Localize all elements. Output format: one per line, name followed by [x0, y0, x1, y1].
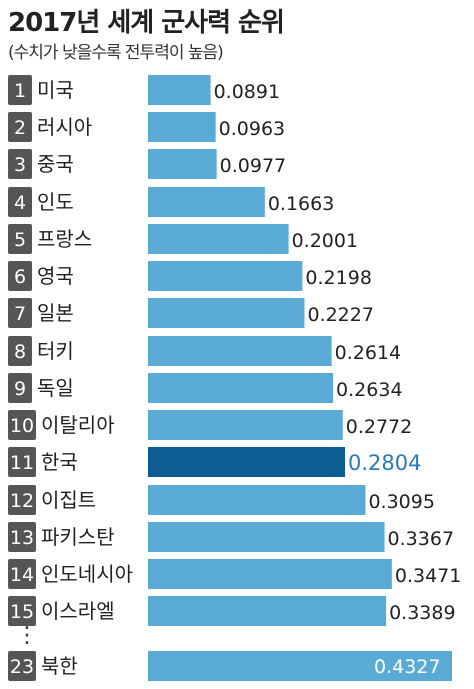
rank-badge — [8, 596, 36, 626]
country-label: 이탈리아 — [41, 413, 115, 437]
rank-number: 6 — [14, 266, 26, 288]
country-label: 이집트 — [41, 488, 96, 512]
data-bar — [148, 149, 217, 179]
data-bar — [148, 187, 265, 217]
value-label: 0.4327 — [374, 656, 440, 678]
data-bar — [148, 112, 216, 142]
data-bar — [148, 261, 303, 291]
data-bar — [148, 522, 385, 552]
value-label: 0.3367 — [388, 528, 454, 550]
data-bar — [148, 596, 387, 626]
rank-number: 12 — [10, 490, 34, 512]
rank-badge — [8, 522, 36, 552]
rank-number: 4 — [14, 192, 26, 214]
value-label: 0.0977 — [220, 155, 286, 177]
country-label: 독일 — [37, 376, 74, 400]
country-label: 프랑스 — [37, 227, 92, 251]
value-label: 0.2198 — [305, 267, 371, 289]
rank-number: 13 — [10, 527, 34, 549]
rank-badge — [8, 485, 36, 515]
rank-number: 15 — [10, 601, 34, 623]
chart-subtitle: (수치가 낮을수록 전투력이 높음) — [8, 43, 224, 63]
country-label: 인도네시아 — [41, 562, 133, 586]
value-label: 0.2772 — [346, 416, 412, 438]
chart-title: 2017년 세계 군사력 순위 — [8, 8, 285, 38]
rank-number: 11 — [10, 452, 34, 474]
rank-badge — [8, 373, 32, 403]
rank-number: 3 — [14, 154, 26, 176]
value-label: 0.3095 — [368, 491, 434, 513]
country-label: 파키스탄 — [41, 525, 115, 549]
rank-badge — [8, 410, 36, 440]
value-label: 0.2227 — [307, 304, 373, 326]
rank-number: 8 — [14, 341, 26, 363]
country-label: 북한 — [41, 654, 78, 678]
rank-number: 7 — [14, 303, 26, 325]
rank-number: 5 — [14, 229, 26, 251]
country-label: 이스라엘 — [41, 599, 115, 623]
data-bar — [148, 410, 343, 440]
data-bar — [148, 373, 334, 403]
country-label: 터키 — [37, 339, 74, 363]
rank-number: 10 — [10, 415, 34, 437]
value-label: 0.1663 — [268, 193, 334, 215]
data-bar — [148, 485, 366, 515]
country-label: 중국 — [37, 152, 74, 176]
rank-badge — [8, 149, 32, 179]
country-label: 러시아 — [37, 115, 92, 139]
rank-badge — [8, 651, 36, 681]
rank-badge — [8, 336, 32, 366]
data-bar — [148, 447, 345, 477]
rank-number: 23 — [10, 656, 34, 678]
value-label: 0.3389 — [389, 602, 455, 624]
country-label: 미국 — [37, 78, 74, 102]
value-label: 0.2614 — [335, 342, 401, 364]
value-label: 0.3471 — [395, 565, 461, 587]
rank-badge — [8, 75, 32, 105]
rank-number: 1 — [14, 80, 26, 102]
gap-marker: ⋮ — [16, 623, 38, 648]
value-label: 0.2804 — [348, 451, 421, 475]
rank-number: 14 — [10, 564, 34, 586]
data-bar — [148, 336, 332, 366]
rank-badge — [8, 447, 36, 477]
country-label: 한국 — [41, 450, 78, 474]
country-label: 일본 — [37, 301, 74, 325]
rank-badge — [8, 298, 32, 328]
rank-badge — [8, 224, 32, 254]
data-bar — [148, 75, 211, 105]
rank-number: 2 — [14, 117, 26, 139]
value-label: 0.0891 — [214, 81, 280, 103]
data-bar — [148, 224, 289, 254]
data-bar — [148, 651, 452, 681]
country-label: 영국 — [37, 264, 74, 288]
country-label: 인도 — [37, 190, 74, 214]
rank-badge — [8, 261, 32, 291]
rank-badge — [8, 187, 32, 217]
rank-number: 9 — [14, 378, 26, 400]
value-label: 0.2634 — [336, 379, 402, 401]
value-label: 0.0963 — [219, 118, 285, 140]
rank-badge — [8, 112, 32, 142]
data-bar — [148, 298, 305, 328]
data-bar — [148, 559, 392, 589]
rank-badge — [8, 559, 36, 589]
value-label: 0.2001 — [292, 230, 358, 252]
